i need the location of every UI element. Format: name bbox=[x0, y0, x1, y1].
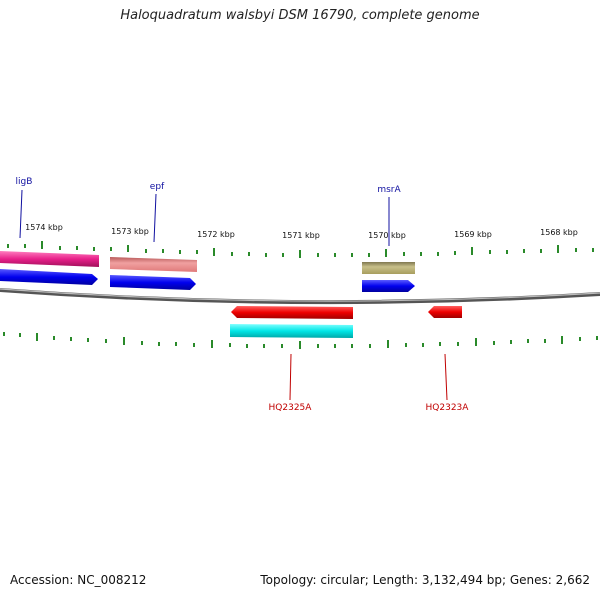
gene-ligB[interactable] bbox=[0, 251, 99, 267]
label-line-HQ2325A bbox=[289, 353, 292, 401]
lower-tick-marks bbox=[3, 332, 598, 349]
tick-label-1569: 1569 kbp bbox=[454, 230, 492, 239]
gene-HQ2325A[interactable] bbox=[230, 324, 353, 338]
label-line-ligB bbox=[19, 189, 23, 239]
label-line-HQ2323A bbox=[444, 353, 448, 401]
tick-label-1574: 1574 kbp bbox=[25, 223, 63, 232]
tick-label-1572: 1572 kbp bbox=[197, 230, 235, 239]
gene-label-msrA[interactable]: msrA bbox=[377, 185, 401, 195]
gene-msrA[interactable] bbox=[362, 262, 415, 274]
gene-epf[interactable] bbox=[110, 257, 197, 272]
gene-label-HQ2323A[interactable]: HQ2323A bbox=[426, 403, 470, 413]
genome-backbone bbox=[0, 288, 600, 305]
cds-msrA[interactable] bbox=[362, 280, 415, 292]
tick-label-1568: 1568 kbp bbox=[540, 228, 578, 237]
genome-summary-text: Topology: circular; Length: 3,132,494 bp… bbox=[260, 573, 590, 587]
cds-ligB[interactable] bbox=[0, 269, 98, 285]
genome-title: Haloquadratum walsbyi DSM 16790, complet… bbox=[120, 8, 480, 23]
tick-label-1571: 1571 kbp bbox=[282, 231, 320, 240]
cds-epf[interactable] bbox=[110, 275, 196, 290]
cds-HQ2325A[interactable] bbox=[231, 306, 353, 319]
gene-label-ligB[interactable]: ligB bbox=[16, 177, 33, 187]
gene-label-epf[interactable]: epf bbox=[150, 182, 165, 192]
accession-text: Accession: NC_008212 bbox=[10, 573, 147, 587]
gene-label-HQ2325A[interactable]: HQ2325A bbox=[269, 403, 313, 413]
label-line-epf bbox=[153, 193, 157, 243]
tick-label-1570: 1570 kbp bbox=[368, 231, 406, 240]
cds-HQ2323A[interactable] bbox=[428, 306, 462, 318]
upper-tick-marks bbox=[7, 241, 594, 258]
genome-backbone-highlight bbox=[0, 288, 600, 302]
tick-label-1573: 1573 kbp bbox=[111, 227, 149, 236]
